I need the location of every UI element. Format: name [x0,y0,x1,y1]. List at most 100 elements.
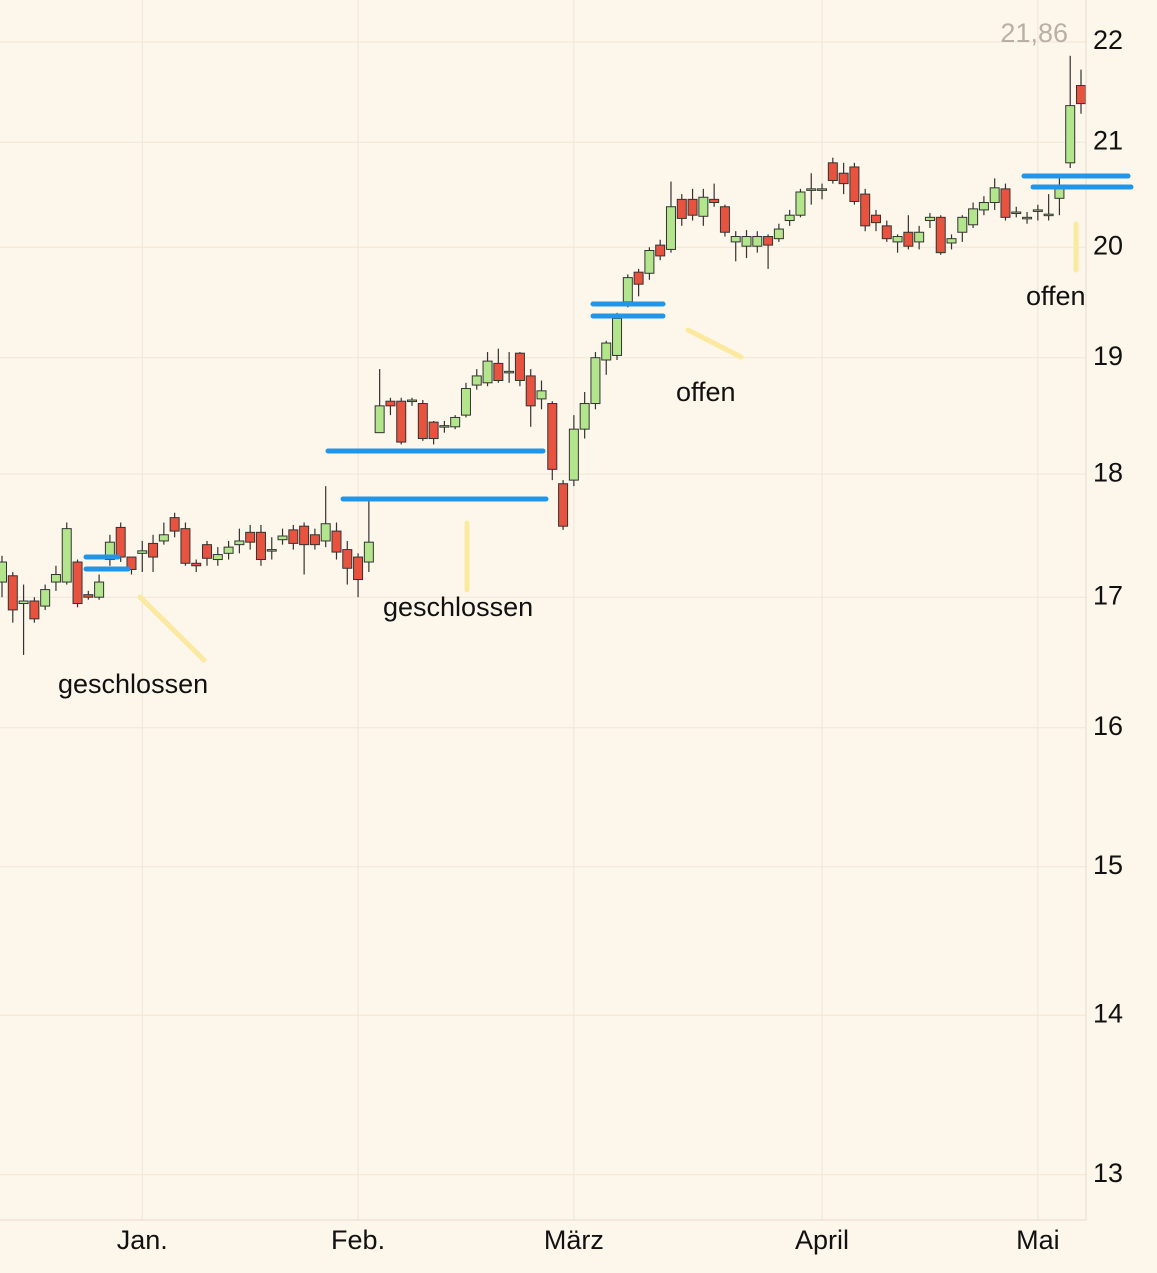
candle-body [83,594,94,598]
candle-body [493,362,504,382]
candle-body [709,198,720,204]
candle-body [266,549,277,552]
candle-body [633,271,644,285]
y-tick-label: 19 [1093,341,1123,371]
candle-body [849,166,860,202]
candle-body [0,561,7,583]
candle-body [1011,211,1022,215]
candle-body [719,206,730,233]
grid [0,0,1086,1220]
candle-body [158,534,169,542]
candle-body [72,561,83,605]
candle-body [773,228,784,240]
candle-body [525,375,536,407]
candle-body [277,535,288,541]
candle-body [1043,213,1054,217]
candle-body [881,225,892,240]
y-tick-label: 20 [1093,230,1123,260]
candle-body [7,575,18,611]
candle-body [202,544,213,559]
candle-body [471,375,482,386]
candle-body [687,198,698,216]
pointer [685,327,744,360]
candle-body [94,581,105,598]
candle-body [1022,216,1033,220]
candle-body [622,277,633,303]
candle-body [407,399,418,403]
candle-body [50,574,61,583]
candles [0,55,1086,655]
candle-body [115,526,126,558]
y-tick-label: 13 [1093,1158,1123,1188]
candle-body [342,549,353,569]
candle-body [137,550,148,554]
candle-body [1000,188,1011,218]
candle-body [935,216,946,254]
candle-body [299,525,310,546]
candle-body [191,562,202,567]
x-tick-label: Jan. [117,1225,168,1255]
y-tick-label: 16 [1093,711,1123,741]
candle-body [245,531,256,543]
candle-body [363,541,374,563]
annotation: geschlossen [58,669,208,699]
candle-body [827,162,838,181]
candle-body [579,403,590,430]
candle-body [547,403,558,470]
candle-body [180,528,191,564]
candle-body [288,529,299,544]
candle-body [396,400,407,443]
candle-body [665,206,676,250]
candle-body [870,214,881,224]
y-tick-label: 14 [1093,998,1123,1028]
candle-body [795,191,806,216]
candle-body [1076,85,1086,105]
candle-body [353,556,364,581]
candle-body [504,370,515,374]
candle-body [126,556,137,571]
x-tick-label: Feb. [331,1225,385,1255]
candle-body [514,352,525,382]
candle-body [806,188,817,191]
candle-body [439,425,450,428]
candle-body [752,236,763,247]
candle-body [903,231,914,247]
candle-body [417,403,428,440]
candle-body [763,236,774,246]
candle-body [40,589,51,607]
candle-body [536,390,547,400]
annotation: offen [1026,281,1086,311]
candle-body [460,388,471,416]
candle-body [957,216,968,233]
candle-body [428,421,439,440]
candle-body [320,523,331,542]
candle-body [946,238,957,244]
candle-body [223,546,234,554]
candle-body [601,342,612,361]
candle-body [450,416,461,428]
candle-body [817,188,828,191]
candle-body [838,172,849,185]
candle-body [784,214,795,222]
annotation: offen [676,377,736,407]
candle-body [978,202,989,211]
x-tick-label: April [795,1225,849,1255]
candle-body [568,428,579,481]
candle-body [331,530,342,553]
pointer [137,594,207,663]
candle-body [968,208,979,226]
candle-body [655,244,666,257]
candle-body [892,236,903,243]
candle-body [989,187,1000,204]
candle-body [29,600,40,620]
candle-body [644,250,655,274]
candle-body [741,236,752,247]
candle-body [234,540,245,546]
y-tick-label: 17 [1093,580,1123,610]
candle-body [104,541,115,561]
axis-labels: 13 14 15 16 17 18 19 20 21 22 Jan. Feb. März April Mai [117,25,1123,1255]
candle-body [148,542,159,558]
candle-body [558,483,569,527]
